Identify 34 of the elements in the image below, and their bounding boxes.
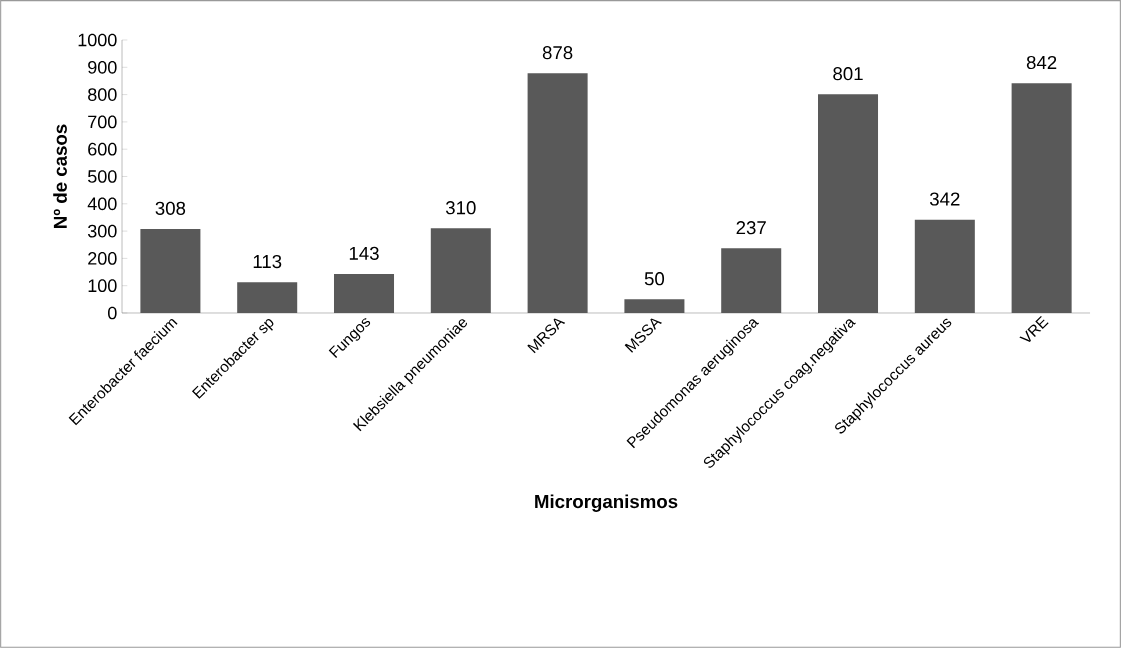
data-label: 878 [542,46,573,60]
y-tick-label: 700 [88,115,117,129]
data-label: 842 [1026,55,1057,70]
bar [140,228,201,313]
bar [237,282,298,313]
y-tick-label: 900 [88,60,117,74]
y-axis-title: Nº de casos [53,124,67,228]
y-tick-label: 100 [88,279,117,293]
bar [1011,83,1072,313]
data-label: 342 [929,192,960,206]
y-tick-label: 400 [87,197,117,211]
y-tick-label: 1000 [78,33,117,47]
bar [624,299,685,313]
x-axis-title: Microrganismos [535,494,678,512]
y-tick-label: 600 [88,142,117,156]
bar [818,94,879,313]
data-label: 237 [736,221,766,235]
y-tick-label: 200 [88,252,117,265]
bar [721,248,782,313]
y-tick-label: 300 [87,224,117,238]
data-label: 308 [155,201,186,215]
bar [527,73,588,313]
y-tick-label: 500 [88,170,117,183]
data-label: 143 [349,246,379,260]
y-tick-label: 0 [108,306,117,320]
bar [333,273,395,313]
data-label: 310 [445,201,476,215]
data-label: 50 [644,272,665,286]
data-label: 801 [833,67,863,81]
y-tick-label: 800 [88,88,117,101]
data-label: 113 [253,254,282,269]
bar [914,219,975,313]
x-tick-label: VRE [1019,315,1049,342]
bar [430,228,491,313]
